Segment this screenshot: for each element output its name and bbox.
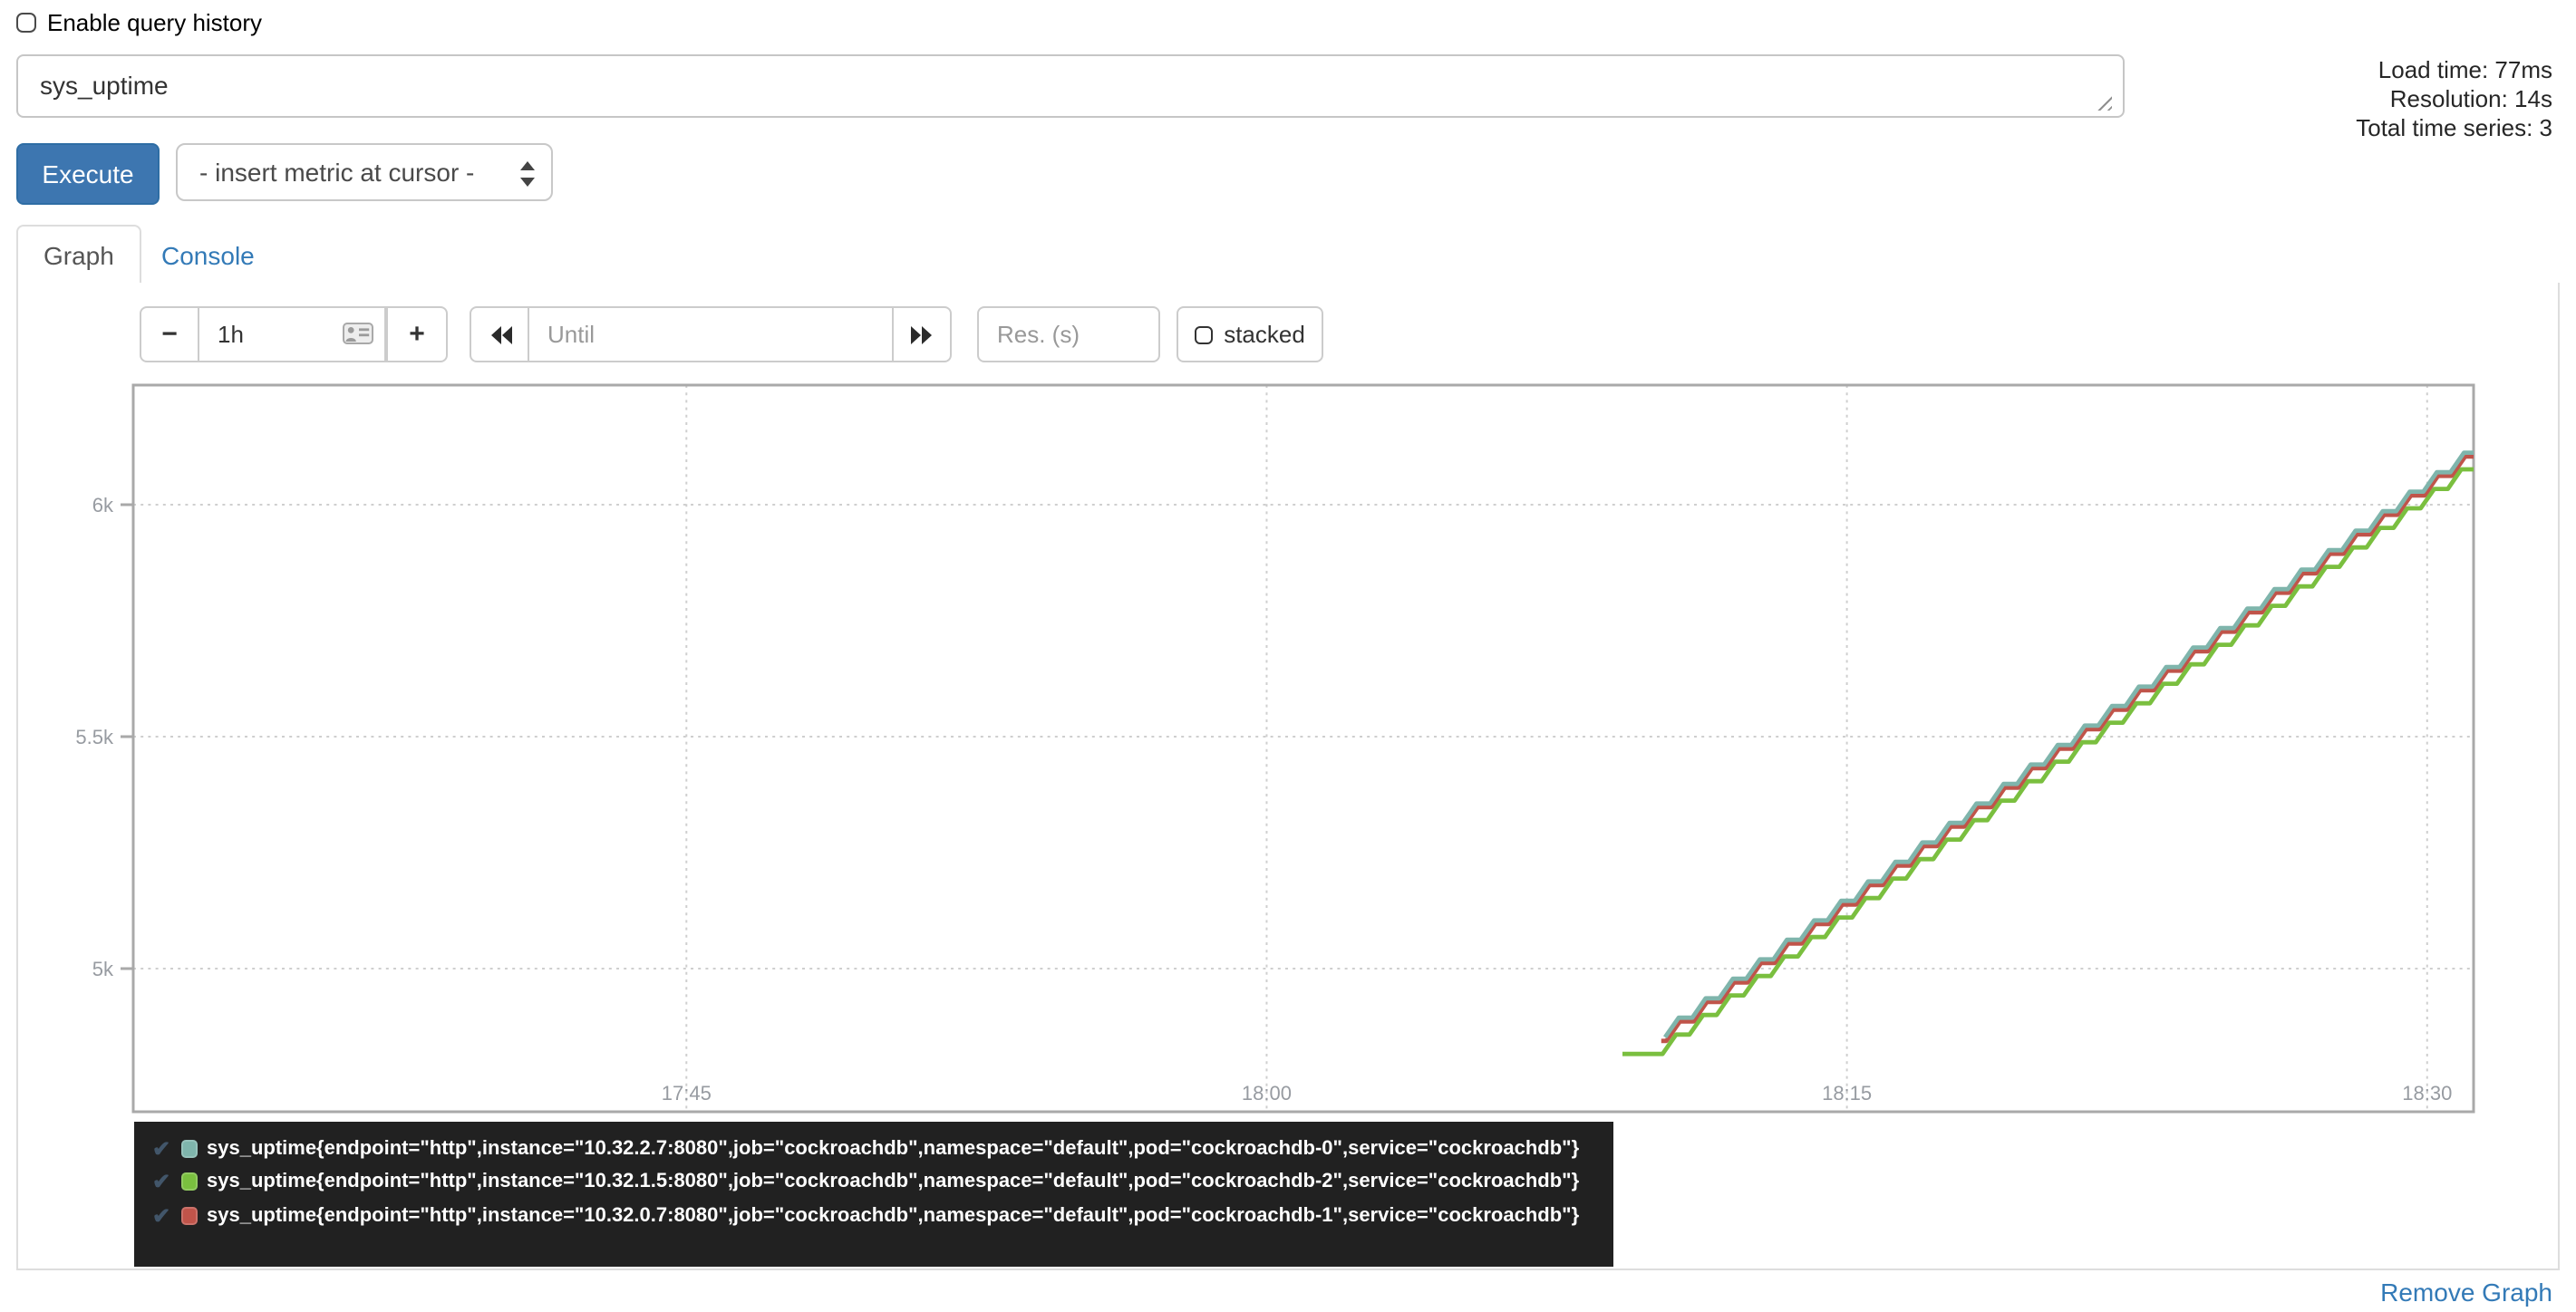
legend: ✔ sys_uptime{endpoint="http",instance="10… (134, 1121, 1613, 1266)
resolution-stat: Resolution: 14s (2389, 85, 2552, 113)
insert-metric-select-label: - insert metric at cursor - (199, 158, 475, 187)
query-input[interactable]: sys_uptime (16, 54, 2125, 118)
query-history-row: Enable query history (16, 9, 262, 36)
series-line (1663, 450, 2474, 1039)
y-axis-tick-label: 6k (92, 494, 114, 516)
insert-metric-select[interactable]: - insert metric at cursor - (176, 143, 553, 201)
stacked-checkbox[interactable] (1195, 325, 1214, 343)
legend-series-label: sys_uptime{endpoint="http",instance="10.… (207, 1204, 1580, 1227)
until-input[interactable] (528, 306, 894, 362)
rewind-icon (490, 325, 511, 343)
x-axis-tick-label: 18:15 (1822, 1082, 1872, 1105)
y-axis-tick-label: 5k (92, 958, 114, 980)
total-series-stat: Total time series: 3 (2356, 114, 2552, 142)
shrink-range-button[interactable]: − (140, 306, 199, 362)
query-history-label[interactable]: Enable query history (47, 9, 263, 36)
query-history-checkbox[interactable] (16, 13, 36, 33)
load-time-stat: Load time: 77ms (2377, 56, 2552, 83)
until-control-group (470, 306, 952, 362)
series-line (1661, 454, 2474, 1044)
fast-forward-icon (910, 325, 931, 343)
select-spinner-arrows-icon (518, 158, 535, 190)
stacked-toggle-button[interactable]: stacked (1177, 306, 1323, 362)
x-axis-tick-label: 18:30 (2402, 1082, 2452, 1105)
tab-graph[interactable]: Graph (16, 225, 141, 285)
resolution-input[interactable] (977, 306, 1160, 362)
stacked-label: stacked (1224, 321, 1305, 348)
legend-item[interactable]: ✔ sys_uptime{endpoint="http",instance="10… (152, 1132, 1613, 1165)
graph-controls: − + (18, 306, 2558, 362)
legend-series-label: sys_uptime{endpoint="http",instance="10.… (207, 1137, 1580, 1160)
legend-check-icon: ✔ (152, 1135, 171, 1162)
x-axis-tick-label: 18:00 (1242, 1082, 1292, 1105)
legend-check-icon: ✔ (152, 1169, 171, 1195)
graph-panel: − + (16, 283, 2560, 1270)
legend-check-icon: ✔ (152, 1202, 171, 1229)
legend-series-label: sys_uptime{endpoint="http",instance="10.… (207, 1171, 1580, 1193)
tab-console[interactable]: Console (161, 240, 255, 269)
legend-color-swatch (181, 1172, 198, 1191)
range-control-group: − + (140, 306, 448, 362)
autofill-contact-card-icon[interactable] (343, 323, 373, 344)
legend-color-swatch (181, 1206, 198, 1225)
execute-button[interactable]: Execute (16, 143, 160, 205)
series-line (1622, 467, 2474, 1056)
legend-item[interactable]: ✔ sys_uptime{endpoint="http",instance="10… (152, 1199, 1613, 1232)
legend-item[interactable]: ✔ sys_uptime{endpoint="http",instance="10… (152, 1165, 1613, 1199)
legend-color-swatch (181, 1139, 198, 1158)
grow-range-button[interactable]: + (386, 306, 448, 362)
remove-graph-link[interactable]: Remove Graph (2380, 1278, 2552, 1307)
y-axis-tick-label: 5.5k (75, 726, 114, 748)
x-axis-tick-label: 17:45 (662, 1082, 712, 1105)
rewind-until-button[interactable] (470, 306, 529, 362)
forward-until-button[interactable] (892, 306, 952, 362)
query-stats: Load time: 77ms Resolution: 14s Total ti… (2356, 56, 2552, 144)
